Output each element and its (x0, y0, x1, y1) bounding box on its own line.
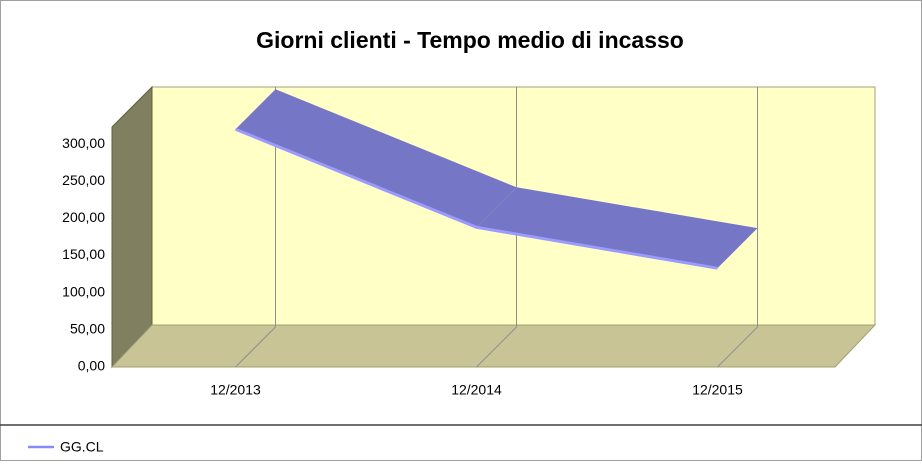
series-line (234, 127, 718, 270)
floor (110, 324, 877, 368)
y-tick-label: 50,00 (70, 321, 105, 337)
category-line (235, 326, 276, 368)
y-tick-label: 200,00 (62, 209, 105, 225)
legend-label: GG.CL (60, 439, 104, 455)
x-tick-label: 12/2014 (451, 382, 502, 398)
y-tick-label: 0,00 (78, 358, 105, 374)
ribbon-segment (476, 187, 758, 269)
y-tick-label: 250,00 (62, 172, 105, 188)
ribbon-segment (235, 89, 517, 228)
y-tick-label: 300,00 (62, 135, 105, 151)
y-tick-label: 100,00 (62, 283, 105, 299)
x-tick-label: 12/2013 (210, 382, 261, 398)
y-tick-label: 150,00 (62, 246, 105, 262)
x-tick-label: 12/2015 (692, 382, 743, 398)
category-line (717, 326, 758, 368)
left-wall (111, 85, 153, 369)
chart-title: Giorni clienti - Tempo medio di incasso (256, 27, 684, 53)
category-line (476, 326, 517, 368)
